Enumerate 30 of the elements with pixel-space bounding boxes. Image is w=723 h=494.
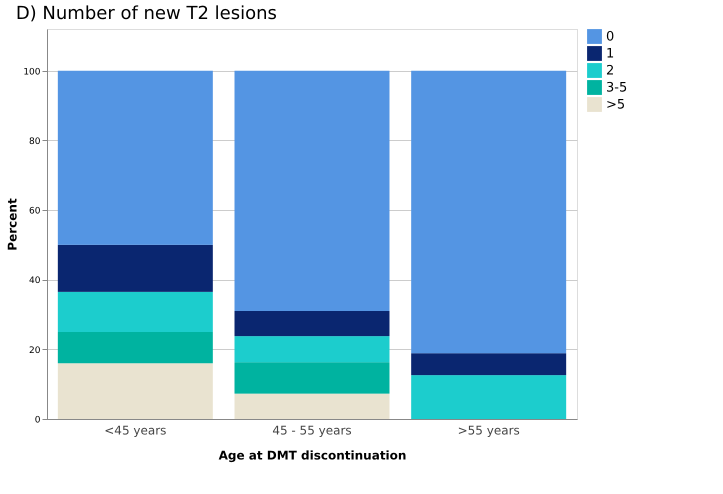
bar	[58, 70, 213, 245]
legend-label: >5	[606, 98, 626, 112]
y-tick-label: 100	[23, 67, 41, 78]
chart-title: D) Number of new T2 lesions	[16, 3, 277, 24]
x-axis-title: Age at DMT discontinuation	[218, 448, 406, 462]
y-tick-label: 0	[34, 416, 41, 426]
legend-label: 2	[606, 64, 614, 78]
y-tick-label: 20	[29, 346, 41, 356]
y-tick-label: 40	[29, 276, 41, 286]
bar	[234, 362, 390, 394]
y-tick-label: 60	[29, 206, 41, 217]
bar	[234, 336, 390, 362]
x-tick-label: 45 - 55 years	[272, 424, 352, 438]
bar	[234, 70, 390, 312]
y-axis-title: Percent	[5, 198, 20, 251]
bar	[411, 70, 566, 354]
bar	[58, 332, 213, 364]
bar	[234, 394, 390, 419]
x-tick-label: >55 years	[458, 424, 520, 438]
legend-label: 1	[606, 46, 614, 62]
x-tick-label: <45 years	[104, 424, 166, 438]
bar	[58, 292, 213, 332]
bar	[58, 244, 213, 292]
bar	[411, 375, 566, 419]
legend-label: 0	[606, 30, 614, 44]
bar	[58, 363, 213, 419]
legend-label: 3-5	[606, 80, 628, 96]
bar	[234, 311, 390, 336]
y-tick-label: 80	[29, 136, 41, 147]
bar	[411, 353, 566, 376]
